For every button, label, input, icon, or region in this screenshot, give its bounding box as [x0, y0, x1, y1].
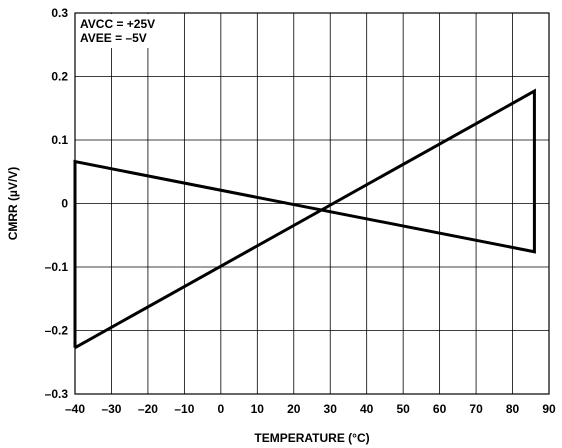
x-tick-label: 0: [218, 402, 225, 416]
x-tick-label: –10: [174, 402, 194, 416]
y-tick-label: –0.2: [45, 324, 69, 338]
x-tick-label: 60: [433, 402, 447, 416]
x-tick-label: 80: [506, 402, 520, 416]
x-tick-label: –20: [138, 402, 158, 416]
x-tick-label: 10: [251, 402, 265, 416]
x-tick-label: 50: [396, 402, 410, 416]
tick-labels: –40 –30 –20 –10 0 10 20 30 40 50 60 70 80 90 –0.3 –0.2 –…: [45, 6, 556, 416]
x-tick-label: 20: [287, 402, 301, 416]
y-tick-label: –0.3: [45, 387, 69, 401]
annotation-box: AVCC = +25V AVEE = –5V: [76, 14, 180, 48]
annotation-avcc: AVCC = +25V: [80, 17, 155, 31]
annotation-background: [76, 14, 180, 48]
x-tick-label: 70: [469, 402, 483, 416]
y-axis-title: CMRR (µV/V): [6, 167, 20, 241]
plot-frame: [74, 12, 550, 395]
x-tick-label: 40: [360, 402, 374, 416]
y-tick-label: 0.1: [51, 133, 68, 147]
annotation-avee: AVEE = –5V: [80, 31, 147, 45]
y-tick-label: 0: [61, 197, 68, 211]
grid: [74, 12, 550, 395]
y-tick-label: –0.1: [45, 260, 69, 274]
series-line: [73, 88, 536, 349]
x-axis-title: TEMPERATURE (°C): [254, 431, 369, 445]
x-tick-label: 90: [542, 402, 556, 416]
y-tick-label: 0.2: [51, 70, 68, 84]
x-tick-label: 30: [324, 402, 338, 416]
x-tick-label: –30: [101, 402, 121, 416]
series-layer: [73, 88, 536, 349]
y-tick-label: 0.3: [51, 6, 68, 20]
x-tick-label: –40: [65, 402, 85, 416]
